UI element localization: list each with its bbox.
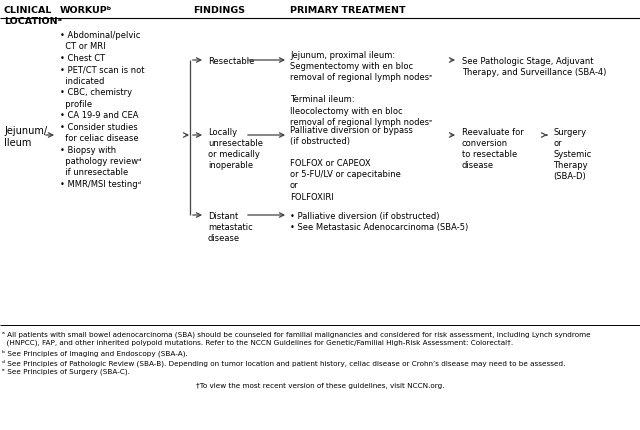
Text: ᵈ See Principles of Pathologic Review (SBA-B). Depending on tumor location and p: ᵈ See Principles of Pathologic Review (S… — [2, 359, 565, 366]
Text: • Abdominal/pelvic
  CT or MRI
• Chest CT
• PET/CT scan is not
  indicated
• CBC: • Abdominal/pelvic CT or MRI • Chest CT … — [60, 31, 145, 188]
Text: Jejunum, proximal ileum:
Segmentectomy with en bloc
removal of regional lymph no: Jejunum, proximal ileum: Segmentectomy w… — [290, 51, 433, 126]
Text: Locally
unresectable
or medically
inoperable: Locally unresectable or medically inoper… — [208, 128, 263, 170]
Text: Distant
metastatic
disease: Distant metastatic disease — [208, 212, 253, 243]
Text: Resectable: Resectable — [208, 57, 254, 66]
Text: CLINICAL
LOCATIONᵃ: CLINICAL LOCATIONᵃ — [4, 6, 62, 26]
Text: WORKUPᵇ: WORKUPᵇ — [60, 6, 112, 15]
Text: ᵉ See Principles of Surgery (SBA-C).: ᵉ See Principles of Surgery (SBA-C). — [2, 368, 130, 375]
Text: ᵇ See Principles of Imaging and Endoscopy (SBA-A).: ᵇ See Principles of Imaging and Endoscop… — [2, 349, 188, 356]
Text: FINDINGS: FINDINGS — [193, 6, 245, 15]
Text: Jejunum/
Ileum: Jejunum/ Ileum — [4, 126, 47, 148]
Text: See Pathologic Stage, Adjuvant
Therapy, and Surveillance (SBA-4): See Pathologic Stage, Adjuvant Therapy, … — [462, 57, 606, 77]
Text: • Palliative diversion (if obstructed)
• See Metastasic Adenocarcinoma (SBA-5): • Palliative diversion (if obstructed) •… — [290, 212, 468, 232]
Text: †To view the most recent version of these guidelines, visit NCCN.org.: †To view the most recent version of thes… — [196, 382, 444, 388]
Text: Palliative diversion or bypass
(if obstructed)

FOLFOX or CAPEOX
or 5-FU/LV or c: Palliative diversion or bypass (if obstr… — [290, 126, 413, 201]
Text: Reevaluate for
conversion
to resectable
disease: Reevaluate for conversion to resectable … — [462, 128, 524, 170]
Text: PRIMARY TREATMENT: PRIMARY TREATMENT — [290, 6, 406, 15]
Text: ᵃ All patients with small bowel adenocarcinoma (SBA) should be counseled for fam: ᵃ All patients with small bowel adenocar… — [2, 330, 591, 345]
Text: Surgery
or
Systemic
Therapy
(SBA-D): Surgery or Systemic Therapy (SBA-D) — [553, 128, 591, 181]
